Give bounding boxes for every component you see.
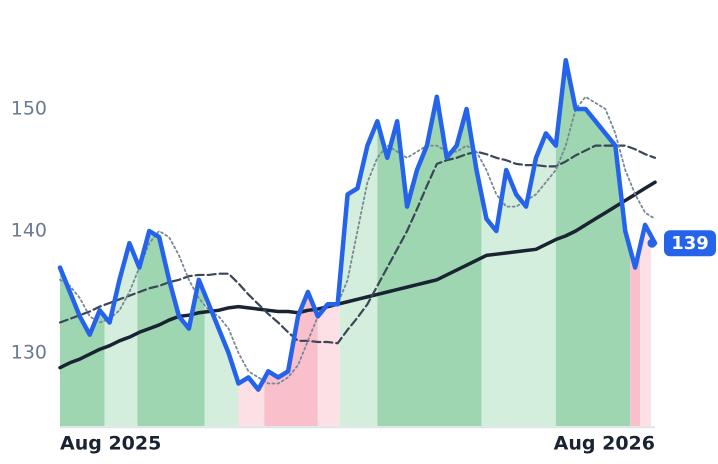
area-band: [555, 60, 631, 427]
y-tick-label: 150: [11, 98, 47, 120]
area-band: [481, 133, 556, 427]
area-band: [137, 231, 205, 427]
area-band: [640, 224, 652, 427]
y-tick-label: 130: [11, 342, 47, 364]
x-tick-label: Aug 2026: [554, 433, 655, 455]
price-line: [57, 57, 658, 392]
last-badge: [664, 230, 716, 257]
last-dot: [647, 238, 657, 248]
moving-average-line: [58, 144, 657, 345]
y-tick-label: 140: [11, 220, 47, 242]
x-tick-label: Aug 2025: [60, 433, 161, 455]
moving-average-line: [58, 180, 657, 370]
moving-average-line: [59, 95, 656, 385]
last-value-label: 139: [671, 233, 709, 254]
area-band: [630, 246, 641, 427]
area-band: [60, 267, 105, 427]
area-band: [104, 243, 138, 427]
area-band: [317, 282, 340, 427]
area-band: [204, 294, 239, 427]
